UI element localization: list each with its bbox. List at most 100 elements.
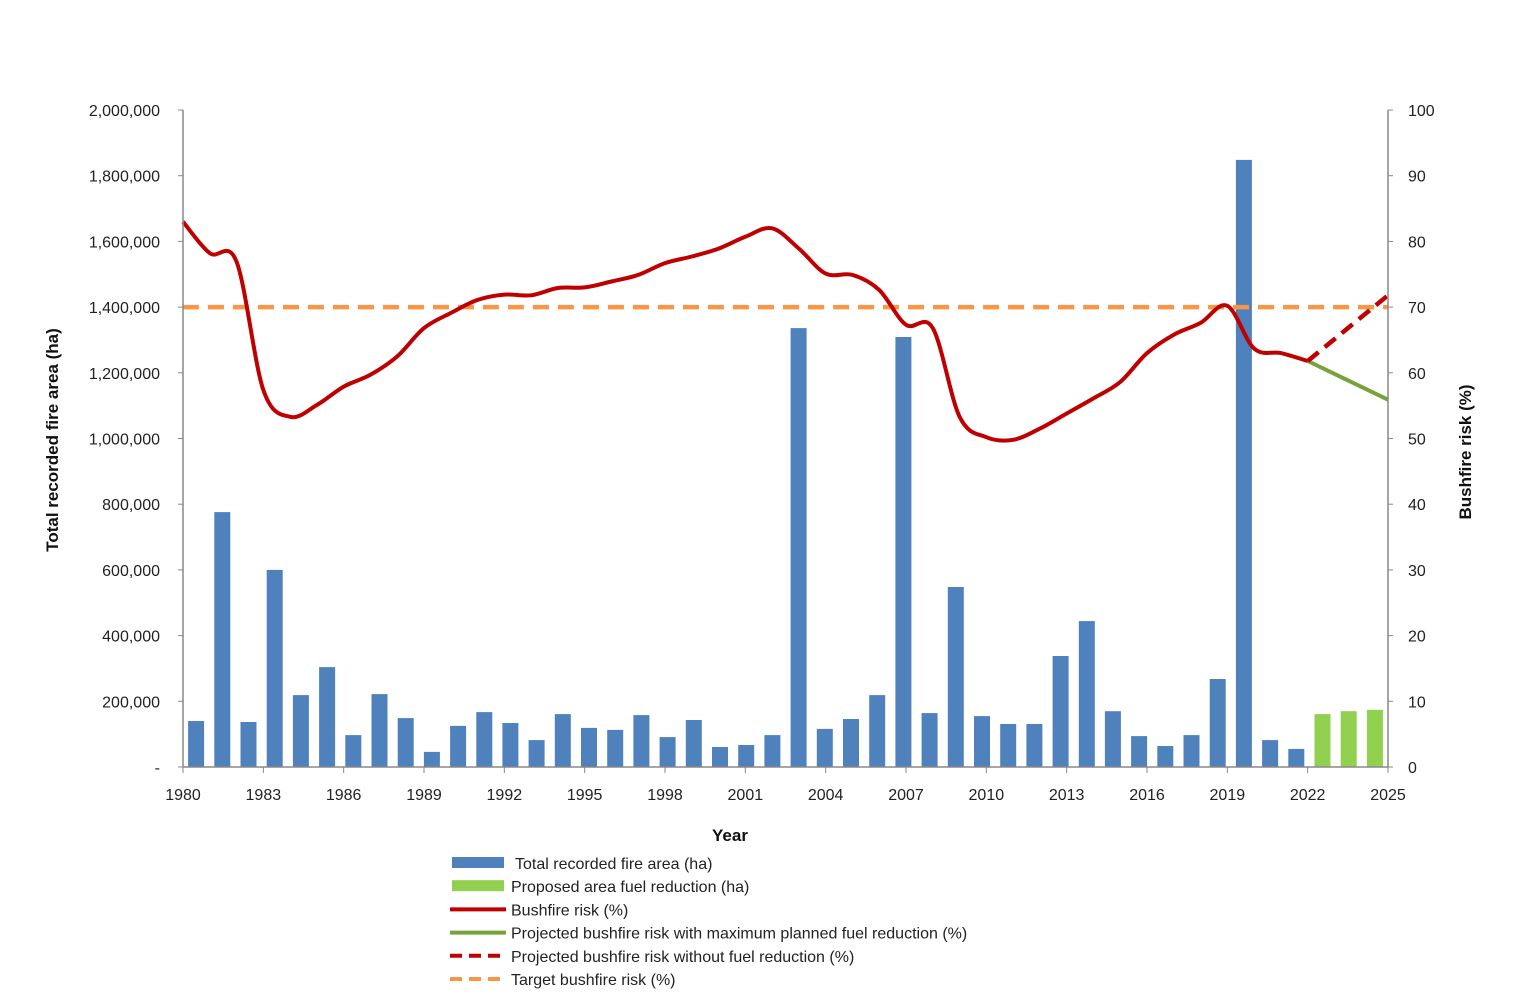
fire-area-bar [240, 722, 257, 767]
y-left-tick-label: 200,000 [102, 694, 160, 711]
projected-max-reduction-line [1306, 359, 1389, 402]
fire-area-bar [869, 695, 886, 767]
fuel-reduction-bar [1366, 709, 1383, 767]
y-left-tick-label: 1,000,000 [89, 432, 160, 449]
y-left-tick-label: 800,000 [102, 497, 160, 514]
y-left-tick-label: 2,000,000 [89, 103, 160, 120]
x-tick-label: 2007 [888, 787, 924, 804]
fire-area-bar [1131, 736, 1148, 767]
x-tick-label: 2022 [1290, 787, 1326, 804]
fire-area-bar [292, 695, 309, 767]
fire-area-bar [1209, 679, 1226, 767]
fire-area-bar [607, 729, 624, 767]
legend-fire-area-swatch [452, 857, 504, 868]
y-left-tick-label: 1,200,000 [89, 366, 160, 383]
y-right-tick-label: 70 [1408, 300, 1426, 317]
projected-no-reduction-line [1306, 293, 1390, 363]
fire-area-bar [947, 587, 964, 767]
fire-area-bar [1183, 735, 1200, 767]
fire-area-bar [1235, 159, 1252, 767]
bushfire-risk-line [181, 220, 1309, 443]
fire-area-bar [528, 740, 545, 767]
y-axis-left-title: Total recorded fire area (ha) [43, 328, 62, 552]
fuel-reduction-bar [1314, 714, 1331, 767]
x-tick-label: 1986 [326, 787, 362, 804]
x-tick-label: 1983 [246, 787, 282, 804]
y-right-tick-label: 0 [1408, 760, 1417, 777]
fire-area-bar [633, 715, 650, 767]
fire-area-bar [1078, 621, 1095, 767]
fire-area-bar [266, 569, 283, 767]
fire-area-bar [764, 735, 781, 767]
y-right-tick-label: 60 [1408, 366, 1426, 383]
fire-area-bar [1104, 711, 1121, 767]
y-right-tick-label: 30 [1408, 563, 1426, 580]
y-left-tick-label: 400,000 [102, 629, 160, 646]
legend-projected-none-label: Projected bushfire risk without fuel red… [511, 949, 854, 966]
legend-fire-area-label: Total recorded fire area (ha) [515, 856, 712, 873]
lines-layer [181, 220, 1390, 443]
x-tick-label: 1992 [487, 787, 523, 804]
legend-fuel-reduction-label: Proposed area fuel reduction (ha) [511, 879, 749, 896]
y-left-tick-label: 1,800,000 [89, 169, 160, 186]
y-right-tick-label: 20 [1408, 629, 1426, 646]
x-tick-label: 2019 [1210, 787, 1246, 804]
x-tick-label: 1989 [406, 787, 442, 804]
y-right-tick-label: 40 [1408, 497, 1426, 514]
axes-layer: - 200,000 400,000 600,000 800,000 1,000,000 1,… [89, 103, 1435, 804]
fire-area-bar [1026, 724, 1043, 767]
y-left-tick-label: 600,000 [102, 563, 160, 580]
fire-area-bar [1288, 748, 1305, 767]
y-left-tick-label: 1,600,000 [89, 234, 160, 251]
legend-fuel-reduction-swatch [452, 880, 504, 892]
fire-area-bar [319, 667, 336, 767]
fire-area-bar [843, 719, 859, 767]
x-tick-label: 2010 [969, 787, 1005, 804]
fire-area-bar [974, 716, 990, 767]
fire-area-bar [1000, 724, 1017, 767]
x-tick-label: 2013 [1049, 787, 1085, 804]
fuel-reduction-bar [1340, 711, 1357, 767]
fire-area-bar [659, 737, 676, 767]
y-right-tick-label: 50 [1408, 432, 1426, 449]
fire-area-bar [554, 714, 571, 767]
fire-area-bar [712, 747, 728, 767]
fire-area-bar [816, 728, 833, 767]
fire-area-bar [214, 512, 231, 767]
y-left-tick-label: - [155, 760, 160, 777]
fire-area-bar [790, 328, 807, 767]
bars-layer [188, 159, 1383, 767]
fire-area-bar [502, 723, 519, 767]
x-tick-label: 2001 [728, 787, 764, 804]
fire-area-bar [581, 727, 597, 767]
fire-area-bar [1262, 740, 1279, 767]
fire-area-bar [895, 337, 912, 767]
legend-projected-max-label: Projected bushfire risk with maximum pla… [511, 926, 967, 943]
x-axis-title: Year [712, 826, 748, 845]
fire-area-bar [738, 745, 755, 767]
fire-area-bar [371, 694, 388, 767]
x-tick-label: 1998 [647, 787, 683, 804]
x-tick-label: 2025 [1370, 787, 1406, 804]
y-right-tick-label: 80 [1408, 234, 1426, 251]
fire-area-bar [397, 718, 414, 767]
y-right-tick-label: 90 [1408, 169, 1426, 186]
fire-area-bar [188, 721, 205, 767]
x-tick-label: 2016 [1129, 787, 1165, 804]
fire-area-bar [1052, 656, 1069, 767]
fire-area-bar [921, 713, 938, 767]
fire-area-bar [450, 725, 467, 767]
fire-area-bar [476, 712, 493, 767]
x-tick-label: 1995 [567, 787, 603, 804]
legend-bushfire-risk-label: Bushfire risk (%) [511, 902, 628, 919]
legend-target-label: Target bushfire risk (%) [511, 972, 676, 989]
y-right-tick-label: 100 [1408, 103, 1435, 120]
x-tick-label: 1980 [165, 787, 201, 804]
fire-area-bar [685, 720, 702, 767]
y-left-tick-label: 1,400,000 [89, 300, 160, 317]
legend: Total recorded fire area (ha) Proposed ar… [450, 856, 967, 989]
fire-area-bar [1157, 746, 1174, 767]
fire-area-bar [345, 735, 362, 767]
y-right-tick-label: 10 [1408, 694, 1426, 711]
